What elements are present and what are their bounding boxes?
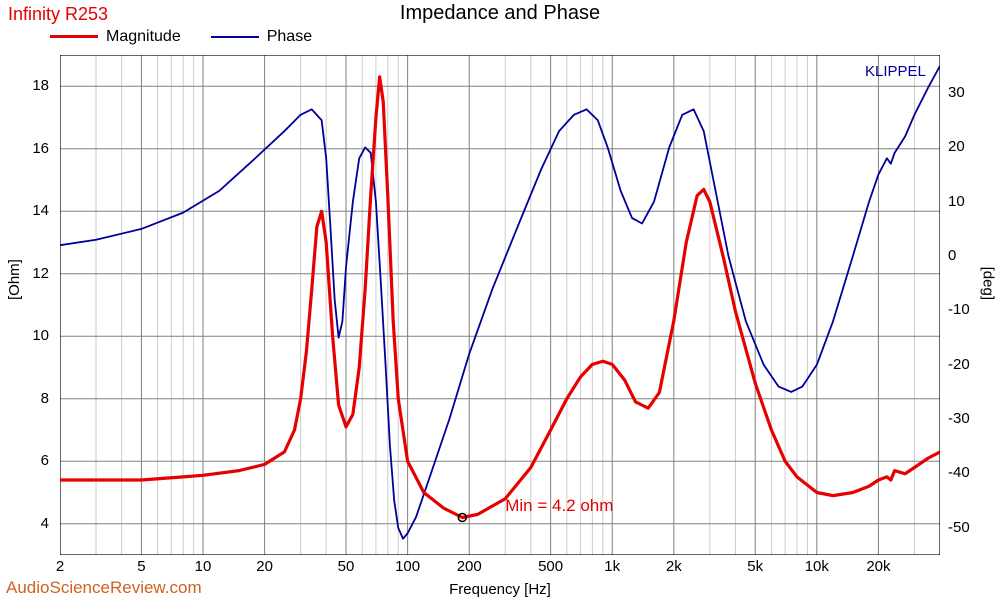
tick-label: 10 bbox=[948, 193, 965, 210]
tick-label: 10 bbox=[9, 327, 49, 344]
tick-label: 2 bbox=[40, 558, 80, 575]
y-axis-right-label: [deg] bbox=[979, 267, 996, 300]
tick-label: 2k bbox=[654, 558, 694, 575]
tick-label: 16 bbox=[9, 140, 49, 157]
tick-label: 10k bbox=[797, 558, 837, 575]
tick-label: -30 bbox=[948, 410, 970, 427]
tick-label: 20 bbox=[948, 138, 965, 155]
legend: Magnitude Phase bbox=[50, 28, 312, 46]
tick-label: 10 bbox=[183, 558, 223, 575]
min-label: Min = 4.2 ohm bbox=[505, 496, 613, 516]
tick-label: 20 bbox=[245, 558, 285, 575]
tick-label: 5 bbox=[121, 558, 161, 575]
tick-label: 8 bbox=[9, 390, 49, 407]
tick-label: 50 bbox=[326, 558, 366, 575]
tick-label: 200 bbox=[449, 558, 489, 575]
legend-phase: Phase bbox=[211, 28, 312, 46]
klippel-label: KLIPPEL bbox=[865, 63, 926, 80]
tick-label: -50 bbox=[948, 519, 970, 536]
tick-label: 20k bbox=[858, 558, 898, 575]
tick-label: 30 bbox=[948, 84, 965, 101]
product-label: Infinity R253 bbox=[8, 4, 108, 25]
tick-label: -10 bbox=[948, 301, 970, 318]
tick-label: 6 bbox=[9, 452, 49, 469]
tick-label: -40 bbox=[948, 464, 970, 481]
tick-label: -20 bbox=[948, 356, 970, 373]
tick-label: 4 bbox=[9, 515, 49, 532]
tick-label: 12 bbox=[9, 265, 49, 282]
tick-label: 14 bbox=[9, 202, 49, 219]
tick-label: 100 bbox=[388, 558, 428, 575]
plot-area bbox=[60, 55, 940, 555]
watermark: AudioScienceReview.com bbox=[6, 578, 202, 598]
tick-label: 5k bbox=[735, 558, 775, 575]
tick-label: 18 bbox=[9, 77, 49, 94]
chart-container: Impedance and Phase Infinity R253 Magnit… bbox=[0, 0, 1000, 600]
tick-label: 0 bbox=[948, 247, 956, 264]
tick-label: 1k bbox=[592, 558, 632, 575]
legend-magnitude: Magnitude bbox=[50, 28, 181, 46]
tick-label: 500 bbox=[531, 558, 571, 575]
chart-title: Impedance and Phase bbox=[0, 2, 1000, 25]
